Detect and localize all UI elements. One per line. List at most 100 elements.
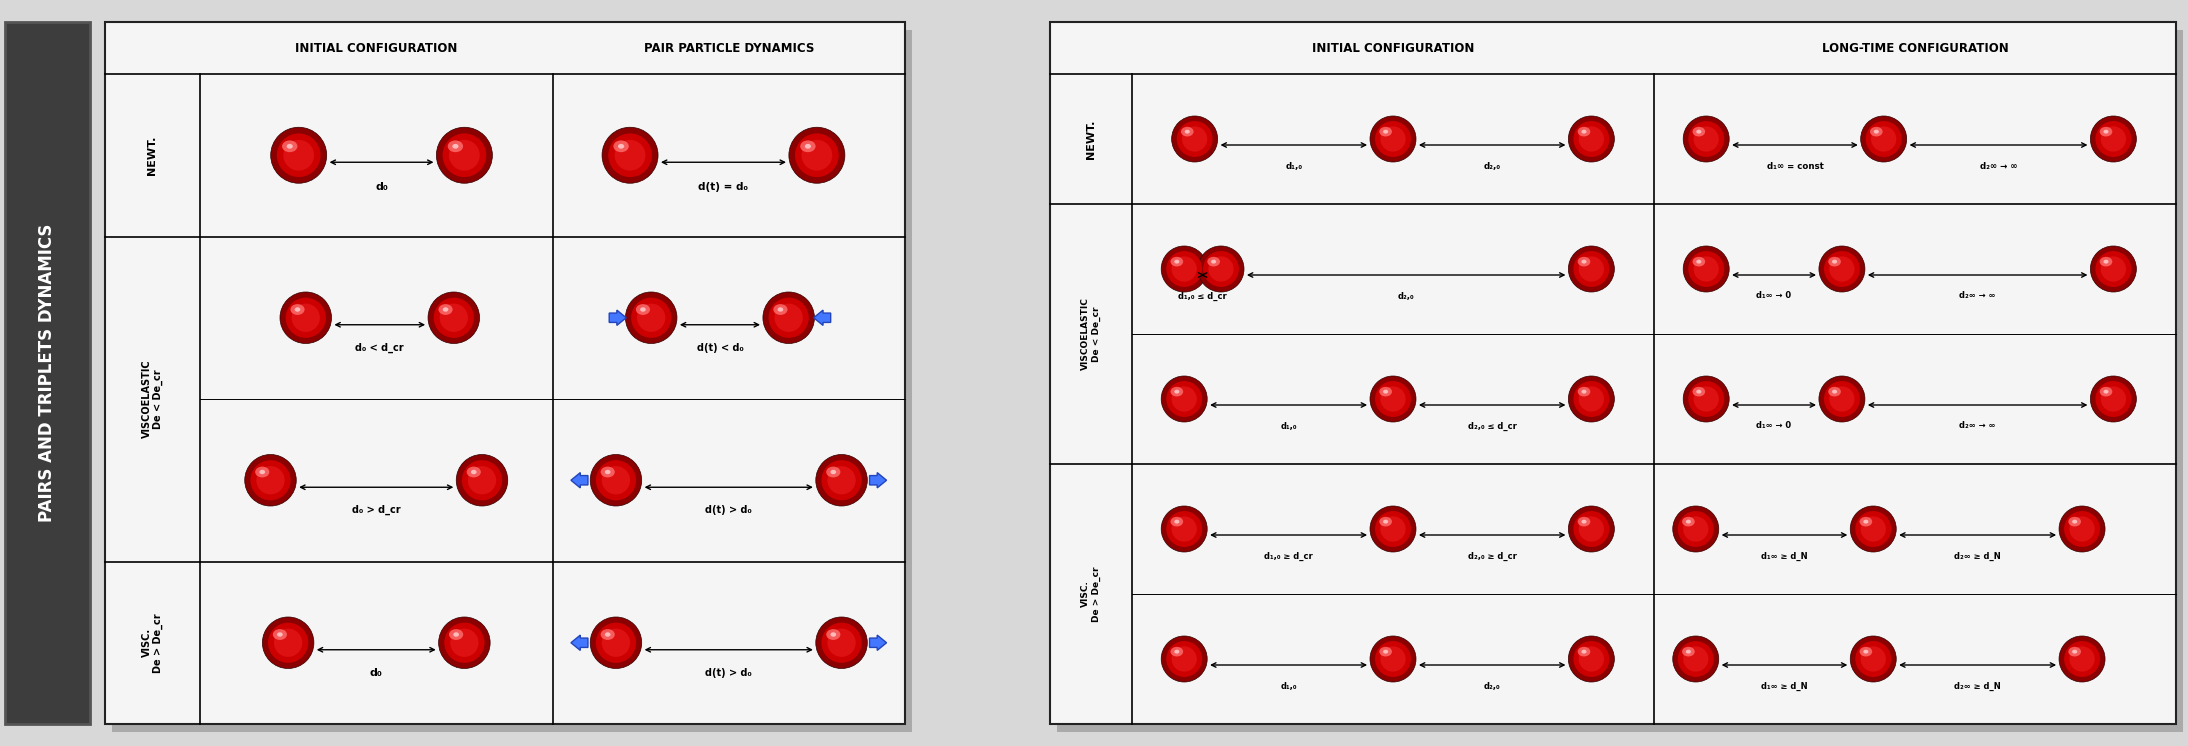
Ellipse shape [453, 144, 459, 148]
Circle shape [615, 140, 645, 171]
Circle shape [442, 134, 486, 177]
Circle shape [1381, 646, 1405, 671]
Circle shape [794, 134, 838, 177]
Ellipse shape [1578, 257, 1591, 266]
Circle shape [1569, 506, 1615, 552]
Ellipse shape [282, 140, 298, 152]
Circle shape [820, 623, 862, 663]
Text: PAIRS AND TRIPLETS DYNAMICS: PAIRS AND TRIPLETS DYNAMICS [39, 224, 57, 522]
Circle shape [468, 466, 497, 495]
Circle shape [2070, 646, 2094, 671]
Bar [105, 22, 906, 724]
Text: d₁,₀: d₁,₀ [1284, 161, 1302, 171]
Ellipse shape [1582, 389, 1586, 394]
Circle shape [1162, 376, 1208, 422]
Circle shape [1381, 126, 1405, 151]
Ellipse shape [1378, 647, 1392, 656]
Circle shape [1573, 251, 1610, 287]
Circle shape [630, 298, 672, 338]
Ellipse shape [1687, 650, 1691, 653]
Circle shape [1166, 251, 1201, 287]
Circle shape [269, 623, 309, 663]
Circle shape [274, 629, 302, 657]
Circle shape [1694, 126, 1720, 151]
Circle shape [2100, 386, 2127, 412]
Circle shape [1374, 511, 1411, 547]
Circle shape [1689, 121, 1724, 157]
Bar [1057, 30, 2184, 732]
Circle shape [827, 466, 856, 495]
Ellipse shape [641, 307, 645, 312]
Ellipse shape [1687, 520, 1691, 524]
Ellipse shape [256, 466, 269, 477]
Text: d₁∞ ≥ d_N: d₁∞ ≥ d_N [1761, 551, 1807, 560]
Text: d₂,₀ ≥ d_cr: d₂,₀ ≥ d_cr [1468, 551, 1516, 560]
Circle shape [1860, 516, 1886, 542]
Ellipse shape [1694, 257, 1704, 266]
Ellipse shape [1694, 387, 1704, 396]
Circle shape [1829, 386, 1855, 412]
Circle shape [1683, 516, 1709, 542]
Circle shape [291, 304, 319, 332]
Circle shape [1580, 257, 1604, 282]
Ellipse shape [453, 633, 459, 636]
Circle shape [1825, 381, 1860, 417]
Circle shape [1171, 386, 1197, 412]
Ellipse shape [1171, 387, 1184, 396]
Text: d₀ > d_cr: d₀ > d_cr [352, 505, 400, 515]
Circle shape [429, 292, 479, 343]
Ellipse shape [1864, 650, 1869, 653]
Ellipse shape [613, 140, 628, 152]
Circle shape [1580, 386, 1604, 412]
Text: d₀: d₀ [370, 668, 383, 678]
FancyArrow shape [869, 635, 886, 651]
Circle shape [1374, 641, 1411, 677]
Circle shape [440, 304, 468, 332]
Bar [4, 22, 90, 724]
Ellipse shape [801, 140, 816, 152]
Ellipse shape [1696, 260, 1702, 263]
Ellipse shape [1175, 389, 1179, 394]
Ellipse shape [1860, 517, 1873, 527]
Circle shape [1199, 246, 1245, 292]
Circle shape [1370, 376, 1416, 422]
Ellipse shape [1212, 260, 1217, 263]
Circle shape [1689, 381, 1724, 417]
Circle shape [2063, 641, 2100, 677]
Ellipse shape [1582, 130, 1586, 134]
Circle shape [1573, 121, 1610, 157]
Circle shape [2090, 116, 2135, 162]
Ellipse shape [1171, 647, 1184, 656]
Circle shape [1678, 641, 1713, 677]
Circle shape [1208, 257, 1234, 282]
Text: d₀ < d_cr: d₀ < d_cr [354, 342, 405, 353]
Circle shape [1851, 636, 1897, 682]
Circle shape [1569, 376, 1615, 422]
Ellipse shape [438, 304, 453, 315]
Ellipse shape [637, 304, 650, 315]
Circle shape [1171, 646, 1197, 671]
Ellipse shape [777, 307, 783, 312]
Circle shape [2090, 246, 2135, 292]
Circle shape [2059, 636, 2105, 682]
Text: d(t) = d₀: d(t) = d₀ [698, 182, 748, 192]
Text: d₁∞ ≥ d_N: d₁∞ ≥ d_N [1761, 681, 1807, 691]
Text: d₀: d₀ [374, 182, 387, 192]
Circle shape [1866, 121, 1901, 157]
Ellipse shape [604, 633, 610, 636]
Bar [112, 30, 912, 732]
Ellipse shape [602, 466, 615, 477]
Ellipse shape [278, 633, 282, 636]
Circle shape [1203, 251, 1238, 287]
Text: d₂∞ → ∞: d₂∞ → ∞ [1980, 161, 2017, 171]
Ellipse shape [617, 144, 624, 148]
Circle shape [1569, 636, 1615, 682]
Circle shape [457, 454, 508, 506]
Circle shape [2090, 376, 2135, 422]
Circle shape [1683, 246, 1729, 292]
Ellipse shape [1171, 257, 1184, 266]
Ellipse shape [1378, 127, 1392, 137]
Circle shape [1683, 116, 1729, 162]
Circle shape [1694, 386, 1720, 412]
Circle shape [1569, 116, 1615, 162]
